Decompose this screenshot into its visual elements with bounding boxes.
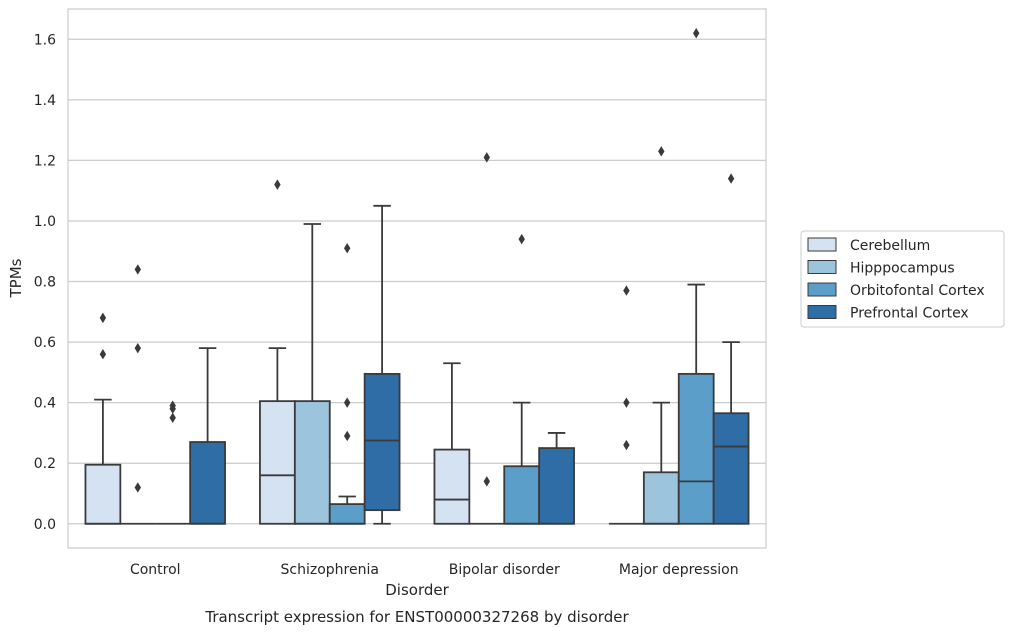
outlier-point <box>693 28 700 39</box>
box-prefrontal-cortex <box>363 204 401 525</box>
legend-item: Hipppocampus <box>807 260 955 277</box>
box-body <box>712 412 750 525</box>
outlier-point <box>99 312 107 324</box>
y-tick-label: 0.6 <box>34 335 56 351</box>
legend-label: Hipppocampus <box>850 261 955 277</box>
y-tick-label: 1.4 <box>34 93 56 109</box>
outlier-point <box>344 243 351 254</box>
y-tick-label: 1.6 <box>34 32 56 48</box>
outlier-point <box>169 412 176 423</box>
box-body <box>259 400 296 525</box>
outlier-point <box>623 285 630 296</box>
box-orbitofontal-cortex <box>677 28 715 525</box>
outlier-point <box>274 179 281 190</box>
legend-swatch <box>807 282 837 297</box>
box-body <box>642 471 680 525</box>
box-orbitofontal-cortex <box>328 243 366 525</box>
box-body <box>677 372 715 525</box>
legend-swatch <box>807 305 837 319</box>
chart-caption: Transcript expression for ENST0000032726… <box>204 608 629 626</box>
box-hipppocampus <box>293 223 331 525</box>
box-body <box>363 372 401 512</box>
legend-label: Orbitofontal Cortex <box>850 283 985 299</box>
outlier-point <box>727 173 735 184</box>
legend-swatch <box>807 260 837 274</box>
outlier-point <box>99 349 107 360</box>
x-axis-label: Disorder <box>385 581 449 599</box>
box-hipppocampus <box>642 146 680 525</box>
y-tick-label: 0.2 <box>34 456 56 472</box>
box-hipppocampus <box>469 152 505 525</box>
legend-frame <box>800 230 1005 328</box>
outlier-point <box>134 264 141 275</box>
outlier-point <box>623 397 630 408</box>
box-prefrontal-cortex <box>712 173 750 525</box>
box-series <box>84 28 750 525</box>
box-body <box>328 503 366 525</box>
outlier-point <box>658 146 665 157</box>
legend-label: Prefrontal Cortex <box>850 306 969 322</box>
box-prefrontal-cortex <box>189 347 226 525</box>
y-axis-label: TPMs <box>7 258 25 298</box>
legend-item: Prefrontal Cortex <box>807 305 969 322</box>
x-axis-ticks: Control Schizophrenia Bipolar disorder Majo… <box>130 562 739 578</box>
box-cerebellum <box>608 285 644 525</box>
x-tick-label: Schizophrenia <box>281 562 379 578</box>
box-body <box>538 447 575 525</box>
outlier-point <box>623 439 630 451</box>
plot-frame <box>67 8 767 549</box>
outlier-point <box>344 397 351 408</box>
box-body <box>189 441 226 525</box>
x-tick-label: Major depression <box>619 562 739 578</box>
outlier-point <box>518 233 525 245</box>
y-tick-label: 0.0 <box>34 517 56 533</box>
y-tick-label: 0.4 <box>34 396 56 412</box>
box-body <box>433 448 471 525</box>
outlier-point <box>483 152 490 163</box>
box-body <box>84 463 122 525</box>
x-tick-label: Control <box>130 562 181 578</box>
legend-swatch <box>807 237 837 252</box>
box-orbitofontal-cortex <box>503 233 541 525</box>
box-orbitofontal-cortex <box>155 400 191 525</box>
box-cerebellum <box>259 179 296 525</box>
outlier-point <box>134 342 141 354</box>
x-tick-label: Bipolar disorder <box>449 562 560 578</box>
box-body <box>503 465 541 525</box>
y-tick-label: 0.8 <box>34 275 56 291</box>
box-cerebellum <box>84 312 122 525</box>
outlier-point <box>344 430 351 442</box>
y-axis-ticks: 0.0 0.2 0.4 0.6 0.8 1.0 1.2 1.4 1.6 <box>34 32 56 532</box>
outlier-point <box>169 400 176 411</box>
outlier-point <box>483 476 490 487</box>
box-cerebellum <box>433 362 471 525</box>
box-prefrontal-cortex <box>538 432 575 525</box>
box-body <box>293 400 331 525</box>
legend: Cerebellum Hipppocampus Orbitofontal Corte… <box>800 230 1005 328</box>
legend-item: Cerebellum <box>807 237 930 254</box>
box-hipppocampus <box>120 264 156 525</box>
legend-label: Cerebellum <box>850 238 930 254</box>
outlier-point <box>134 482 141 493</box>
y-tick-label: 1.2 <box>34 153 56 169</box>
legend-item: Orbitofontal Cortex <box>807 282 985 299</box>
grid-lines <box>68 38 766 525</box>
y-tick-label: 1.0 <box>34 214 56 230</box>
